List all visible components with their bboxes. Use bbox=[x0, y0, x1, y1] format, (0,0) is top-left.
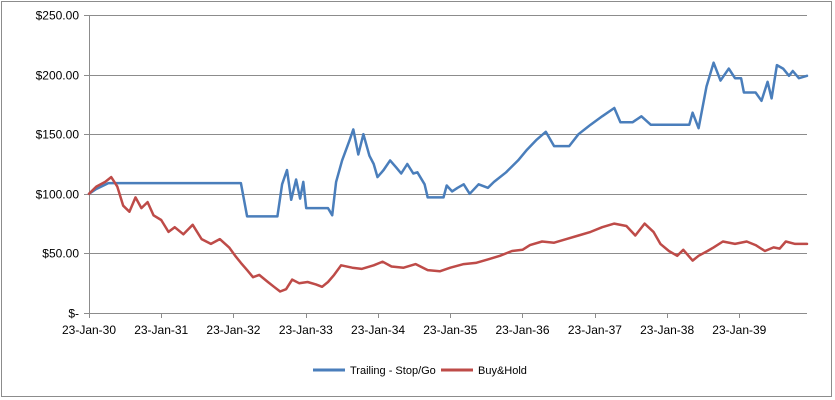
x-tick-label: 23-Jan-31 bbox=[134, 323, 188, 337]
series-line-0 bbox=[87, 61, 809, 218]
x-tick-label: 23-Jan-37 bbox=[568, 323, 622, 337]
x-tick-label: 23-Jan-34 bbox=[351, 323, 405, 337]
x-tick-label: 23-Jan-36 bbox=[495, 323, 549, 337]
y-tick-label: $150.00 bbox=[36, 128, 80, 142]
y-tick-label: $200.00 bbox=[36, 69, 80, 83]
x-tick-label: 23-Jan-32 bbox=[206, 323, 260, 337]
y-tick-label: $- bbox=[68, 307, 79, 321]
gridlines bbox=[89, 15, 807, 254]
axes bbox=[84, 15, 807, 318]
y-tick-label: $250.00 bbox=[36, 9, 80, 23]
series-layer bbox=[87, 61, 809, 293]
x-tick-labels: 23-Jan-30 23-Jan-31 23-Jan-32 23-Jan-33 23-J… bbox=[62, 323, 767, 337]
y-tick-label: $50.00 bbox=[42, 247, 79, 261]
legend-label-1: Buy&Hold bbox=[478, 365, 527, 377]
y-tick-label: $100.00 bbox=[36, 188, 80, 202]
x-tick-label: 23-Jan-38 bbox=[640, 323, 694, 337]
x-tick-label: 23-Jan-33 bbox=[279, 323, 333, 337]
x-tick-label: 23-Jan-39 bbox=[712, 323, 766, 337]
legend: Trailing - Stop/Go Buy&Hold bbox=[313, 365, 527, 377]
x-tick-label: 23-Jan-30 bbox=[62, 323, 116, 337]
legend-label-0: Trailing - Stop/Go bbox=[350, 365, 436, 377]
y-tick-labels: $- $50.00 $100.00 $150.00 $200.00 $250.00 bbox=[36, 9, 80, 321]
x-tick-label: 23-Jan-35 bbox=[423, 323, 477, 337]
series-line-1 bbox=[87, 175, 809, 293]
